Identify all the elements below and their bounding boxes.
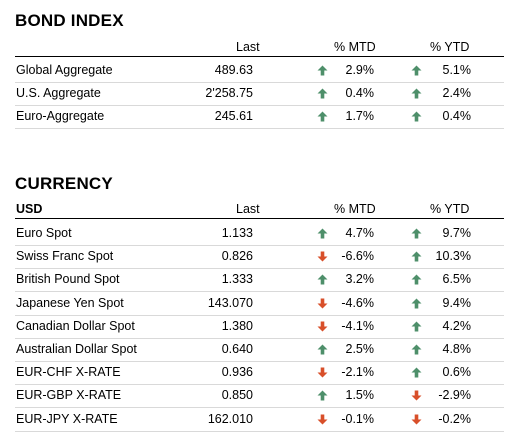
currency-name: Canadian Dollar Spot: [16, 318, 135, 333]
currency-mtd: 4.7%: [345, 226, 375, 240]
arrow-up-icon: [411, 251, 422, 262]
currency-name: EUR-JPY X-RATE: [16, 411, 118, 426]
bond-index-header-last: Last: [236, 40, 260, 54]
arrow-up-icon: [411, 65, 422, 76]
bond-index-header-ytd: % YTD: [430, 40, 470, 54]
bond-index-ytd: 0.4%: [442, 109, 472, 123]
arrow-down-icon: [411, 414, 422, 425]
arrow-up-icon: [411, 111, 422, 122]
arrow-up-icon: [317, 65, 328, 76]
bond-index-row: Euro-Aggregate 245.61 1.7% 0.4%: [15, 105, 504, 129]
bond-index-mtd: 2.9%: [345, 63, 375, 77]
arrow-up-icon: [411, 88, 422, 99]
arrow-up-icon: [317, 274, 328, 285]
currency-row: Euro Spot 1.133 4.7% 9.7%: [15, 222, 504, 246]
currency-last: 1.133: [221, 226, 253, 240]
arrow-down-icon: [317, 367, 328, 378]
bond-index-ytd: 5.1%: [442, 63, 472, 77]
bond-index-mtd: 0.4%: [345, 86, 375, 100]
bond-index-header-mtd: % MTD: [334, 40, 376, 54]
arrow-down-icon: [317, 251, 328, 262]
currency-mtd: 2.5%: [345, 342, 375, 356]
currency-name: Swiss Franc Spot: [16, 249, 114, 264]
currency-mtd: -2.1%: [341, 365, 374, 380]
currency-mtd: -4.1%: [341, 318, 374, 333]
arrow-up-icon: [411, 367, 422, 378]
bond-index-name: Global Aggregate: [16, 63, 113, 77]
currency-ytd: -0.2%: [438, 411, 471, 426]
arrow-up-icon: [411, 274, 422, 285]
currency-ytd: 0.6%: [442, 365, 472, 380]
currency-last: 0.850: [221, 388, 253, 403]
currency-last: 162.010: [207, 411, 253, 426]
arrow-up-icon: [411, 344, 422, 355]
arrow-down-icon: [317, 298, 328, 309]
currency-ytd: 9.7%: [442, 226, 472, 240]
currency-mtd: 3.2%: [345, 272, 375, 287]
currency-name: Euro Spot: [16, 226, 72, 240]
bond-index-ytd: 2.4%: [442, 86, 472, 100]
arrow-up-icon: [317, 111, 328, 122]
arrow-up-icon: [317, 88, 328, 99]
currency-last: 1.380: [221, 318, 253, 333]
arrow-up-icon: [411, 321, 422, 332]
currency-ytd: 4.8%: [442, 342, 472, 356]
currency-mtd: 1.5%: [345, 388, 375, 403]
currency-row: Australian Dollar Spot 0.640 2.5% 4.8%: [15, 338, 504, 362]
arrow-down-icon: [317, 321, 328, 332]
arrow-up-icon: [317, 344, 328, 355]
bond-index-last: 2'258.75: [205, 86, 253, 100]
currency-name: Australian Dollar Spot: [16, 342, 137, 356]
currency-name: EUR-GBP X-RATE: [16, 388, 122, 403]
currency-mtd: -0.1%: [341, 411, 374, 426]
bond-index-name: Euro-Aggregate: [16, 109, 105, 123]
currency-row: British Pound Spot 1.333 3.2% 6.5%: [15, 268, 504, 293]
arrow-down-icon: [317, 414, 328, 425]
currency-header-mtd: % MTD: [334, 202, 376, 216]
currency-row: EUR-JPY X-RATE 162.010 -0.1% -0.2%: [15, 408, 504, 432]
arrow-up-icon: [411, 298, 422, 309]
currency-name: EUR-CHF X-RATE: [16, 365, 121, 380]
currency-ytd: 10.3%: [435, 249, 471, 264]
currency-ytd: 6.5%: [442, 272, 472, 287]
currency-row: Canadian Dollar Spot 1.380 -4.1% 4.2%: [15, 315, 504, 339]
currency-last: 143.070: [207, 295, 253, 310]
currency-last: 0.826: [221, 249, 253, 264]
bond-index-header-row: Last % MTD % YTD: [15, 39, 504, 57]
currency-last: 0.936: [221, 365, 253, 380]
currency-mtd: -6.6%: [341, 249, 374, 264]
bond-index-name: U.S. Aggregate: [16, 86, 101, 100]
currency-ytd: 9.4%: [442, 295, 472, 310]
currency-header-ytd: % YTD: [430, 202, 470, 216]
currency-row: EUR-CHF X-RATE 0.936 -2.1% 0.6%: [15, 361, 504, 386]
bond-index-row: Global Aggregate 489.63 2.9% 5.1%: [15, 59, 504, 83]
bond-index-row: U.S. Aggregate 2'258.75 0.4% 2.4%: [15, 82, 504, 106]
currency-last: 0.640: [221, 342, 253, 356]
currency-header-row: USD Last % MTD % YTD: [15, 201, 504, 219]
currency-ytd: -2.9%: [438, 388, 471, 403]
currency-mtd: -4.6%: [341, 295, 374, 310]
currency-row: EUR-GBP X-RATE 0.850 1.5% -2.9%: [15, 384, 504, 409]
currency-last: 1.333: [221, 272, 253, 287]
arrow-up-icon: [317, 390, 328, 401]
currency-name: British Pound Spot: [16, 272, 120, 287]
bond-index-mtd: 1.7%: [345, 109, 375, 123]
arrow-down-icon: [411, 390, 422, 401]
currency-row: Japanese Yen Spot 143.070 -4.6% 9.4%: [15, 292, 504, 316]
bond-index-title: BOND INDEX: [15, 11, 124, 30]
currency-title: CURRENCY: [15, 174, 113, 193]
bond-index-last: 489.63: [214, 63, 253, 77]
bond-index-last: 245.61: [214, 109, 253, 123]
arrow-up-icon: [317, 228, 328, 239]
currency-name: Japanese Yen Spot: [16, 295, 124, 310]
arrow-up-icon: [411, 228, 422, 239]
currency-ytd: 4.2%: [442, 318, 472, 333]
currency-header-name: USD: [16, 202, 43, 216]
currency-row: Swiss Franc Spot 0.826 -6.6% 10.3%: [15, 245, 504, 270]
currency-header-last: Last: [236, 202, 260, 216]
